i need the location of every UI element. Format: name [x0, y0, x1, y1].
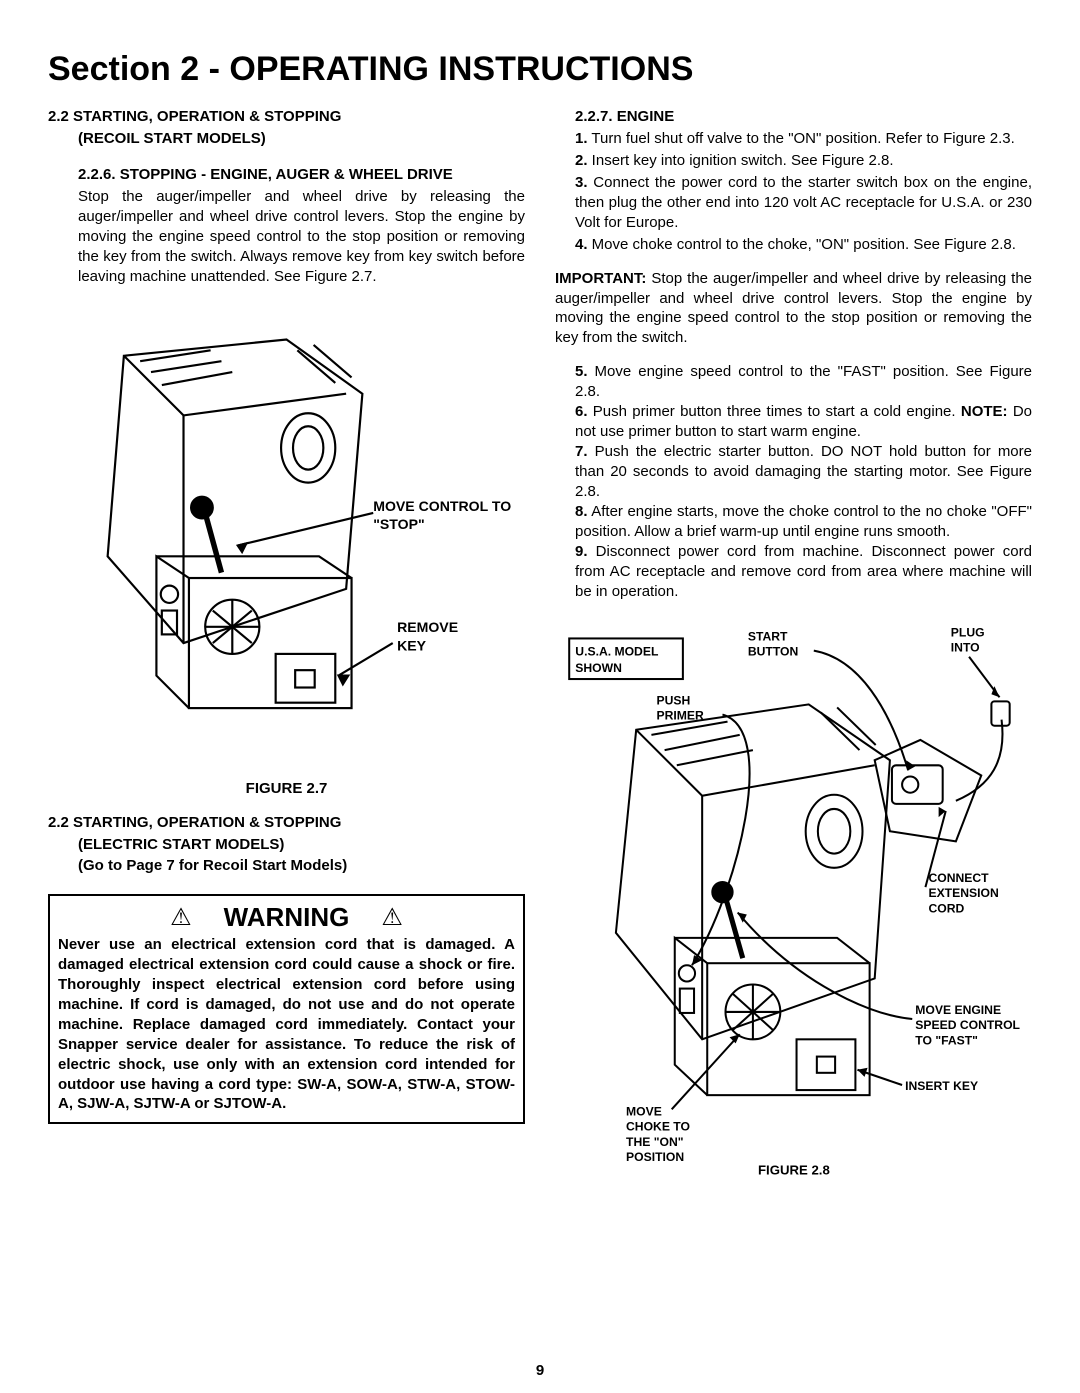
fig28-label-choke1: CHOKE TO: [626, 1119, 690, 1133]
warning-icon: ⚠: [170, 906, 192, 930]
figure-2-8-svg: U.S.A. MODEL SHOWN START BUTTON PLUG INT…: [555, 608, 1032, 1186]
fig28-label-move-eng2: SPEED CONTROL: [915, 1018, 1020, 1032]
step-1: 1. Turn fuel shut off valve to the "ON" …: [555, 129, 1032, 149]
heading-2-2-electric-sub1: (ELECTRIC START MODELS): [48, 835, 525, 855]
fig28-label-cord: CORD: [928, 901, 964, 915]
fig28-label-push: PUSH: [656, 693, 690, 707]
step-2: 2. Insert key into ignition switch. See …: [555, 151, 1032, 171]
fig28-label-usa1: U.S.A. MODEL: [575, 644, 659, 658]
fig28-label-button: BUTTON: [748, 644, 798, 658]
para-2-2-6: Stop the auger/impeller and wheel drive …: [48, 187, 525, 287]
warning-icon: ⚠: [381, 906, 403, 930]
fig28-label-plug: PLUG: [951, 625, 985, 639]
heading-2-2: 2.2 STARTING, OPERATION & STOPPING: [48, 107, 525, 127]
step-8: 8. After engine starts, move the choke c…: [575, 502, 1032, 542]
fig27-label-move-control: MOVE CONTROL TO: [373, 497, 511, 513]
figure-2-7: MOVE CONTROL TO "STOP" REMOVE KEY FIGURE…: [48, 307, 525, 799]
fig28-label-primer: PRIMER: [656, 708, 703, 722]
fig27-label-key: KEY: [397, 637, 427, 653]
heading-2-2-7: 2.2.7. ENGINE: [555, 107, 1032, 127]
fig28-label-move: MOVE: [626, 1104, 662, 1118]
fig28-label-connect: CONNECT: [928, 871, 989, 885]
step-5: 5. Move engine speed control to the "FAS…: [575, 362, 1032, 402]
figure-2-7-svg: MOVE CONTROL TO "STOP" REMOVE KEY: [48, 307, 525, 773]
step-4: 4. Move choke control to the choke, "ON"…: [555, 235, 1032, 255]
heading-2-2-6: 2.2.6. STOPPING - ENGINE, AUGER & WHEEL …: [48, 165, 525, 185]
fig28-label-choke3: POSITION: [626, 1150, 684, 1164]
warning-title: WARNING: [224, 900, 350, 935]
heading-2-2-electric: 2.2 STARTING, OPERATION & STOPPING: [48, 813, 525, 833]
fig28-label-into: INTO: [951, 640, 980, 654]
important-note: IMPORTANT: Stop the auger/impeller and w…: [555, 269, 1032, 349]
fig28-label-move-eng1: MOVE ENGINE: [915, 1003, 1001, 1017]
warning-box: ⚠ WARNING ⚠ Never use an electrical exte…: [48, 894, 525, 1124]
steps-5-9: 5. Move engine speed control to the "FAS…: [555, 362, 1032, 601]
step-9: 9. Disconnect power cord from machine. D…: [575, 542, 1032, 602]
section-title: Section 2 - OPERATING INSTRUCTIONS: [48, 50, 1032, 89]
step-7: 7. Push the electric starter button. DO …: [575, 442, 1032, 502]
figure-2-8: U.S.A. MODEL SHOWN START BUTTON PLUG INT…: [555, 608, 1032, 1186]
right-column: 2.2.7. ENGINE 1. Turn fuel shut off valv…: [555, 107, 1032, 1186]
heading-2-2-electric-sub2: (Go to Page 7 for Recoil Start Models): [48, 856, 525, 876]
fig28-label-choke2: THE "ON": [626, 1134, 683, 1148]
fig28-label-usa2: SHOWN: [575, 661, 622, 675]
figure-2-7-caption: FIGURE 2.7: [48, 779, 525, 799]
fig27-label-remove: REMOVE: [397, 619, 458, 635]
fig28-label-extension: EXTENSION: [928, 886, 998, 900]
heading-2-2-sub: (RECOIL START MODELS): [48, 129, 525, 149]
warning-text: Never use an electrical extension cord t…: [58, 935, 515, 1114]
page-number: 9: [0, 1362, 1080, 1379]
step-6: 6. Push primer button three times to sta…: [575, 402, 1032, 442]
fig27-label-stop: "STOP": [373, 516, 424, 532]
fig28-label-insert: INSERT KEY: [905, 1079, 978, 1093]
figure-2-8-caption: FIGURE 2.8: [758, 1162, 830, 1177]
left-column: 2.2 STARTING, OPERATION & STOPPING (RECO…: [48, 107, 525, 1186]
fig28-label-move-eng3: TO "FAST": [915, 1033, 978, 1047]
fig28-label-start: START: [748, 629, 788, 643]
step-3: 3. Connect the power cord to the starter…: [555, 173, 1032, 233]
